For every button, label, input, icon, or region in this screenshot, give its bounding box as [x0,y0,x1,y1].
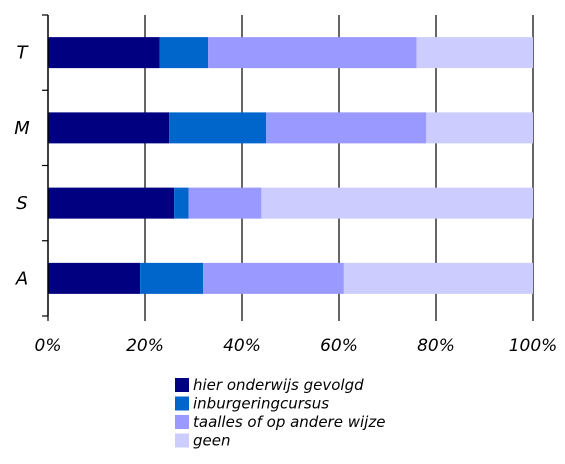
bar-segment [48,37,160,69]
bar-segment [174,187,189,219]
y-tick-label: T [17,43,30,64]
x-tick-label: 20% [126,336,164,356]
y-tick-label: M [14,118,30,139]
bars [48,37,533,294]
legend-label: inburgeringcursus [193,395,329,413]
bar-segment [159,37,209,69]
bar-segment [48,112,170,144]
legend-swatch [175,433,189,448]
bar-segment [416,37,533,69]
x-tick-labels: 0% 20% 40% 60% 80% 100% [35,336,558,356]
bar-segment [188,187,262,219]
legend: hier onderwijs gevolgdinburgeringcursust… [175,376,385,450]
bar-segment [48,262,141,294]
legend-swatch [175,396,189,411]
bar-segment [203,262,344,294]
bar-segment [140,262,204,294]
legend-swatch [175,415,189,429]
legend-label: taalles of op andere wijze [193,413,385,431]
bar-segment [261,187,533,219]
bar-segment [266,112,427,144]
y-tick-label: A [15,268,28,289]
bar-segment [208,37,417,69]
x-tick-label: 40% [223,336,261,356]
x-tick-label: 0% [35,336,62,356]
x-tick-label: 80% [417,336,455,356]
x-tick-label: 100% [509,336,558,356]
bar-segment [343,262,533,294]
bar-segment [426,112,533,144]
legend-label: geen [193,432,231,450]
x-tick-label: 60% [320,336,358,356]
y-tick-label: S [16,193,27,214]
bar-segment [169,112,267,144]
axes [42,14,534,321]
y-tick-labels: T M S A [14,43,30,290]
bar-segment [48,187,175,219]
legend-label: hier onderwijs gevolgd [193,376,364,394]
legend-swatch [175,378,189,392]
